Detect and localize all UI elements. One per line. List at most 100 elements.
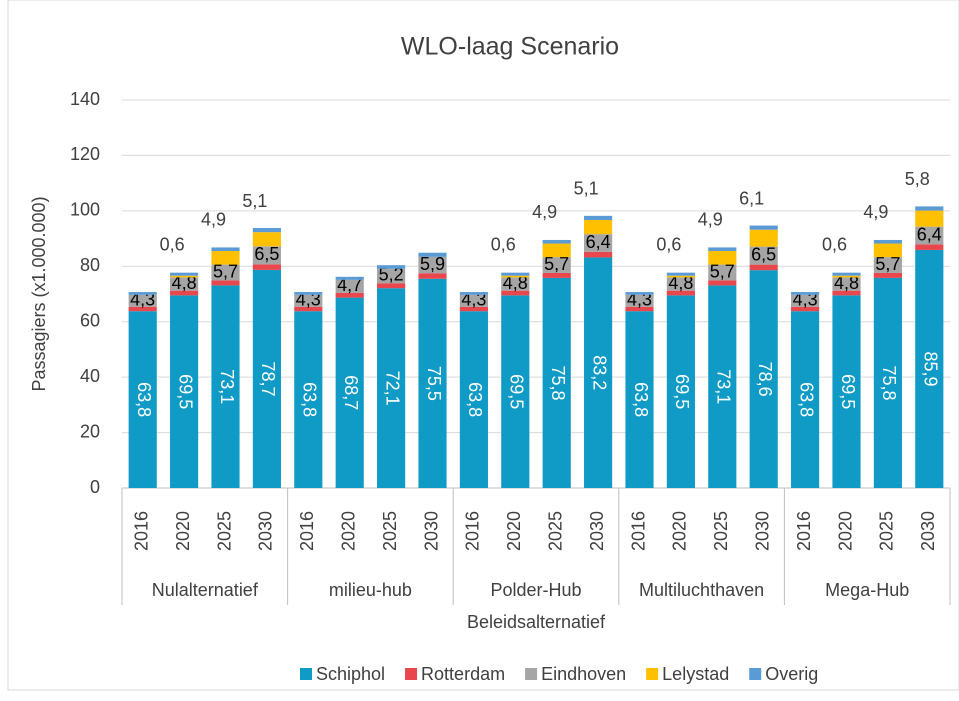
- x-tick-label: 2025: [380, 511, 400, 551]
- bar-segment: [252, 264, 281, 270]
- bar-segment: [832, 290, 861, 296]
- data-label: 69,5: [175, 374, 195, 409]
- x-tick-label: 2016: [628, 511, 648, 551]
- x-tick-label: 2020: [670, 511, 690, 551]
- bar-segment: [791, 306, 820, 312]
- bar-segment: [832, 275, 861, 278]
- legend-label: Overig: [765, 664, 818, 684]
- bar-segment: [501, 275, 530, 278]
- bar-segment: [708, 285, 737, 488]
- data-label: 69,5: [672, 374, 692, 409]
- legend-label: Eindhoven: [541, 664, 626, 684]
- bar-segment: [170, 277, 199, 291]
- x-tick-label: 2030: [256, 511, 276, 551]
- bar-segment: [294, 306, 323, 312]
- bar-segment: [211, 280, 240, 286]
- bar-segment: [459, 292, 488, 295]
- x-tick-label: 2025: [711, 511, 731, 551]
- bar-segment: [832, 277, 861, 291]
- x-tick-label: 2025: [545, 511, 565, 551]
- bar-segment: [749, 264, 778, 271]
- bar-segment: [335, 279, 364, 293]
- chart-border: [7, 0, 959, 691]
- bar-segment: [501, 290, 530, 296]
- bar-segment: [128, 311, 157, 488]
- bar-segment: [666, 277, 695, 291]
- bar-segment: [749, 246, 778, 265]
- legend-label: Rotterdam: [421, 664, 505, 684]
- data-label: 78,7: [258, 361, 278, 396]
- data-label: 6,4: [586, 232, 611, 252]
- y-tick-label: 100: [70, 200, 100, 220]
- data-label: 63,8: [300, 382, 320, 417]
- bar-segment: [791, 311, 820, 488]
- bar-segment: [170, 272, 199, 276]
- bar-segment: [625, 294, 654, 307]
- bar-segment: [542, 272, 571, 278]
- y-tick-label: 0: [90, 477, 100, 497]
- bar-segment: [584, 251, 613, 258]
- data-label: 63,8: [134, 382, 154, 417]
- bar-segment: [832, 295, 861, 488]
- data-label: 4,8: [172, 273, 197, 293]
- data-label: 5,7: [875, 254, 900, 274]
- bar-segment: [501, 295, 530, 488]
- y-tick-label: 40: [80, 366, 100, 386]
- data-label: 6,5: [254, 244, 279, 264]
- data-label: 5,1: [574, 179, 599, 199]
- group-label: Nulalternatief: [152, 580, 259, 600]
- x-tick-label: 2030: [587, 511, 607, 551]
- data-label: 78,6: [755, 362, 775, 397]
- data-label: 6,5: [751, 244, 776, 264]
- x-tick-label: 2016: [463, 511, 483, 551]
- bar-segment: [915, 249, 944, 488]
- chart-title: WLO-laag Scenario: [401, 33, 619, 61]
- bar-segment: [542, 243, 571, 258]
- data-label: 5,7: [544, 254, 569, 274]
- y-axis-label: Passagiers (x1.000.000): [29, 196, 49, 391]
- bar-segment: [873, 272, 902, 278]
- bar-segment: [335, 276, 364, 280]
- bar-segment: [211, 285, 240, 488]
- bar-segment: [418, 256, 447, 274]
- data-label: 5,2: [379, 265, 404, 285]
- bar-segment: [542, 239, 571, 244]
- y-tick-label: 60: [80, 310, 100, 330]
- bar-segment: [335, 292, 364, 298]
- legend-swatch: [525, 668, 538, 680]
- data-label: 6,4: [917, 224, 942, 244]
- group-label: milieu-hub: [329, 580, 412, 600]
- data-label: 5,1: [242, 191, 267, 211]
- data-label: 4,9: [532, 202, 557, 222]
- bar-segment: [625, 306, 654, 312]
- x-tick-label: 2025: [214, 511, 234, 551]
- bar-segment: [749, 270, 778, 488]
- bar-segment: [708, 264, 737, 281]
- data-label: 73,1: [217, 369, 237, 404]
- legend-label: Schiphol: [316, 664, 385, 684]
- bar-segment: [542, 257, 571, 273]
- bar-segment: [377, 288, 406, 488]
- data-label: 4,9: [201, 210, 226, 230]
- bar-segment: [666, 290, 695, 296]
- bar-segment: [584, 220, 613, 235]
- data-label: 75,8: [879, 365, 899, 400]
- group-label: Polder-Hub: [490, 580, 581, 600]
- bar-segment: [252, 228, 281, 233]
- y-tick-label: 20: [80, 421, 100, 441]
- data-label: 63,8: [465, 382, 485, 417]
- y-tick-label: 80: [80, 255, 100, 275]
- data-label: 0,6: [160, 234, 185, 254]
- bar-segment: [252, 246, 281, 265]
- x-tick-label: 2030: [752, 511, 772, 551]
- bar-segment: [915, 226, 944, 245]
- bar-segment: [625, 292, 654, 295]
- bar-segment: [832, 272, 861, 276]
- bar-segment: [128, 294, 157, 307]
- bar-segment: [791, 294, 820, 307]
- bar-segment: [501, 272, 530, 276]
- x-tick-label: 2025: [877, 511, 897, 551]
- x-tick-label: 2020: [835, 511, 855, 551]
- legend-swatch: [405, 668, 418, 680]
- bar-segment: [873, 243, 902, 258]
